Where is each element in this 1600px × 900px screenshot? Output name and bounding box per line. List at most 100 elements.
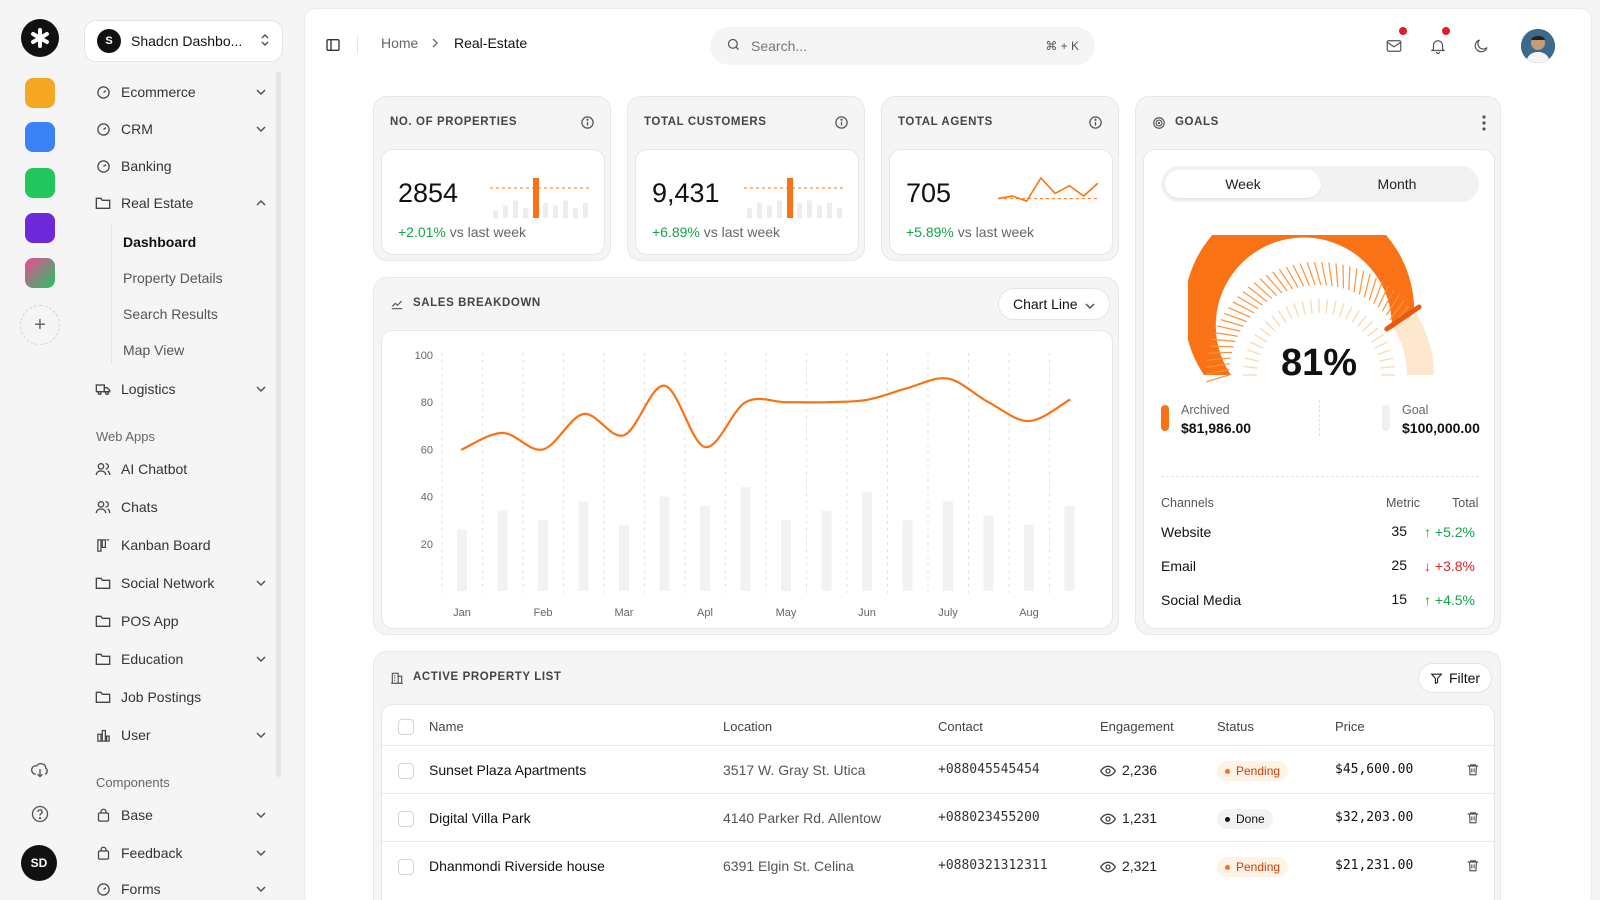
tab-month[interactable]: Month bbox=[1377, 176, 1417, 192]
workspace-name: Shadcn Dashbo... bbox=[131, 33, 243, 49]
sidebar-item-education[interactable]: Education bbox=[95, 644, 267, 674]
column-header-engagement[interactable]: Engagement bbox=[1100, 719, 1174, 734]
stat-delta: +5.89% vs last week bbox=[906, 224, 1034, 240]
arrow-up-icon: ↑ bbox=[1424, 592, 1431, 608]
bell-icon[interactable] bbox=[1429, 37, 1447, 55]
trash-icon[interactable] bbox=[1466, 858, 1480, 876]
sidebar-subitem-dashboard[interactable]: Dashboard bbox=[123, 234, 197, 250]
add-app-icon[interactable]: + bbox=[20, 305, 60, 345]
search-input[interactable]: Search... ⌘ + K bbox=[710, 27, 1095, 65]
app-shortcut-icon[interactable] bbox=[25, 168, 55, 198]
sidebar-subitem-property-details[interactable]: Property Details bbox=[123, 270, 223, 286]
trash-icon[interactable] bbox=[1466, 810, 1480, 828]
breadcrumb-home[interactable]: Home bbox=[381, 35, 419, 51]
sidebar-item-label: Education bbox=[121, 651, 184, 667]
channels-header: Channels bbox=[1161, 496, 1214, 510]
app-shortcut-icon[interactable] bbox=[25, 258, 55, 288]
sidebar-item-base[interactable]: Base bbox=[95, 800, 267, 830]
property-name[interactable]: Digital Villa Park bbox=[429, 810, 531, 826]
trash-icon[interactable] bbox=[1466, 762, 1480, 780]
channel-metric: 35 bbox=[1391, 523, 1407, 539]
agents-line bbox=[998, 177, 1098, 202]
more-vertical-icon[interactable] bbox=[1482, 115, 1486, 134]
brand-logo-icon[interactable] bbox=[21, 19, 59, 57]
gauge-tick bbox=[1362, 320, 1374, 332]
search-placeholder: Search... bbox=[751, 38, 808, 54]
app-shortcut-icon[interactable] bbox=[25, 213, 55, 243]
tab-week[interactable]: Week bbox=[1165, 170, 1321, 198]
archived-legend-swatch bbox=[1161, 405, 1169, 431]
sidebar-item-forms[interactable]: Forms bbox=[95, 874, 267, 900]
row-checkbox[interactable] bbox=[398, 763, 414, 779]
workspace-switcher[interactable]: S Shadcn Dashbo... bbox=[84, 20, 283, 62]
gauge-track bbox=[1391, 310, 1434, 375]
sidebar-item-banking[interactable]: Banking bbox=[95, 151, 267, 181]
sidebar-item-user[interactable]: User bbox=[95, 720, 267, 750]
sales-bar bbox=[497, 510, 508, 591]
sidebar-subitem-map-view[interactable]: Map View bbox=[123, 342, 185, 358]
sidebar-item-logistics[interactable]: Logistics bbox=[95, 374, 267, 404]
app-shortcut-icon[interactable] bbox=[25, 122, 55, 152]
sidebar-scrollbar[interactable] bbox=[276, 72, 281, 777]
moon-icon[interactable] bbox=[1472, 37, 1490, 55]
sidebar-item-social-network[interactable]: Social Network bbox=[95, 568, 267, 598]
property-location: 4140 Parker Rd. Allentow bbox=[723, 810, 881, 826]
sidebar-item-ecommerce[interactable]: Ecommerce bbox=[95, 77, 267, 107]
gauge-hatch bbox=[1247, 286, 1268, 303]
gauge-hatch bbox=[1313, 261, 1322, 286]
column-header-status[interactable]: Status bbox=[1217, 719, 1254, 734]
spark-bar bbox=[817, 205, 822, 218]
sidebar-item-label: Job Postings bbox=[121, 689, 202, 705]
column-header-contact[interactable]: Contact bbox=[938, 719, 983, 734]
x-tick-label: Apl bbox=[697, 607, 713, 619]
channel-metric: 15 bbox=[1391, 591, 1407, 607]
app-shortcut-icon[interactable] bbox=[25, 78, 55, 108]
divider bbox=[1161, 476, 1479, 477]
column-header-price[interactable]: Price bbox=[1335, 719, 1365, 734]
row-checkbox[interactable] bbox=[398, 859, 414, 875]
sidebar-item-ai-chatbot[interactable]: AI Chatbot bbox=[95, 454, 267, 484]
users-icon bbox=[95, 461, 111, 477]
divider bbox=[382, 793, 1496, 794]
profile-avatar[interactable] bbox=[1521, 29, 1555, 63]
sidebar-item-crm[interactable]: CRM bbox=[95, 114, 267, 144]
info-icon[interactable] bbox=[580, 115, 596, 131]
user-avatar[interactable]: SD bbox=[21, 845, 57, 881]
gauge-hatch bbox=[1299, 263, 1310, 286]
channel-metric: 25 bbox=[1391, 557, 1407, 573]
main-panel: Home Real-Estate Search... ⌘ + K NO. OF … bbox=[304, 8, 1592, 900]
sidebar-item-kanban-board[interactable]: Kanban Board bbox=[95, 530, 267, 560]
sidebar-toggle-icon[interactable] bbox=[325, 37, 341, 53]
sidebar-item-feedback[interactable]: Feedback bbox=[95, 838, 267, 868]
column-header-location[interactable]: Location bbox=[723, 719, 773, 734]
cloud-download-icon[interactable] bbox=[28, 758, 52, 782]
sales-bar bbox=[862, 491, 872, 591]
spark-bar bbox=[553, 205, 558, 218]
property-name[interactable]: Sunset Plaza Apartments bbox=[429, 762, 587, 778]
sidebar-item-pos-app[interactable]: POS App bbox=[95, 606, 267, 636]
select-all-checkbox[interactable] bbox=[398, 719, 414, 735]
truck-icon bbox=[95, 381, 111, 397]
sidebar-item-chats[interactable]: Chats bbox=[95, 492, 267, 522]
sales-bar bbox=[781, 520, 791, 591]
info-icon[interactable] bbox=[1088, 115, 1104, 131]
gauge-hatch bbox=[1358, 271, 1365, 295]
status-badge: Pending bbox=[1217, 761, 1289, 781]
column-header-name[interactable]: Name bbox=[429, 719, 464, 734]
sidebar-item-real-estate[interactable]: Real Estate bbox=[95, 188, 267, 218]
row-checkbox[interactable] bbox=[398, 811, 414, 827]
help-icon[interactable] bbox=[28, 802, 52, 826]
spark-bar bbox=[583, 203, 588, 218]
sidebar-item-label: Chats bbox=[121, 499, 158, 515]
property-engagement: 2,236 bbox=[1122, 762, 1158, 778]
mail-icon[interactable] bbox=[1385, 37, 1403, 55]
search-icon bbox=[726, 37, 741, 55]
agents-sparkline bbox=[998, 177, 1098, 202]
sidebar-item-job-postings[interactable]: Job Postings bbox=[95, 682, 267, 712]
info-icon[interactable] bbox=[834, 115, 850, 131]
filter-button[interactable]: Filter bbox=[1418, 663, 1492, 693]
sidebar-subitem-search-results[interactable]: Search Results bbox=[123, 306, 218, 322]
spark-bar bbox=[757, 203, 762, 218]
chart-type-dropdown[interactable]: Chart Line bbox=[998, 288, 1110, 320]
property-name[interactable]: Dhanmondi Riverside house bbox=[429, 858, 605, 874]
